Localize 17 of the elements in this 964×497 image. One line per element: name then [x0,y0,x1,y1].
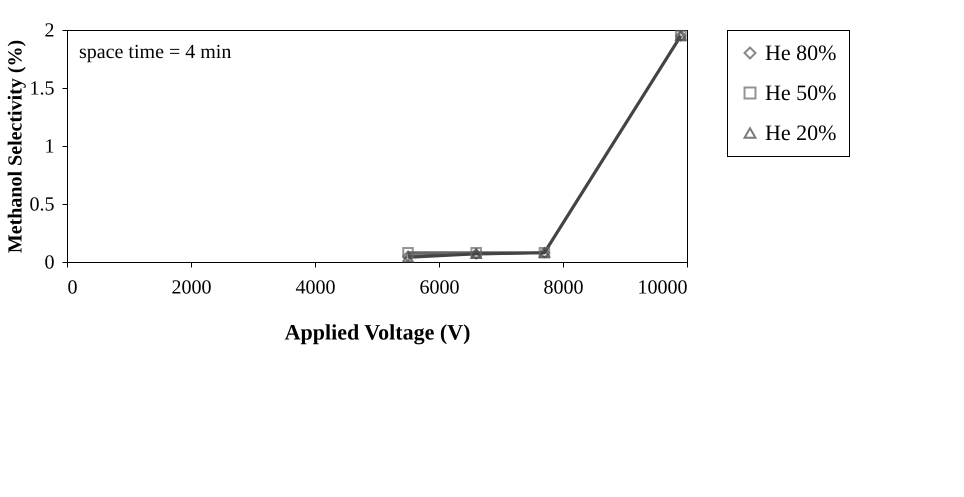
y-axis-title: Methanol Selectivity (%) [4,40,26,254]
x-axis-title: Applied Voltage (V) [284,320,470,344]
legend-label: He 50% [765,80,836,105]
x-tick-label: 4000 [296,276,336,298]
x-tick-label: 8000 [544,276,584,298]
annotation: space time = 4 min [79,41,232,63]
y-tick-label: 1 [44,136,54,158]
legend-label: He 20% [765,120,836,145]
y-tick-label: 0.5 [30,194,54,216]
y-tick-label: 2 [44,20,54,42]
x-tick-label: 6000 [420,276,460,298]
x-tick-label: 0 [68,276,78,298]
y-tick-label: 0 [44,252,54,274]
x-tick-label: 2000 [172,276,212,298]
legend-label: He 80% [765,40,836,65]
x-tick-label: 10000 [638,276,688,298]
y-tick-label: 1.5 [30,78,54,100]
